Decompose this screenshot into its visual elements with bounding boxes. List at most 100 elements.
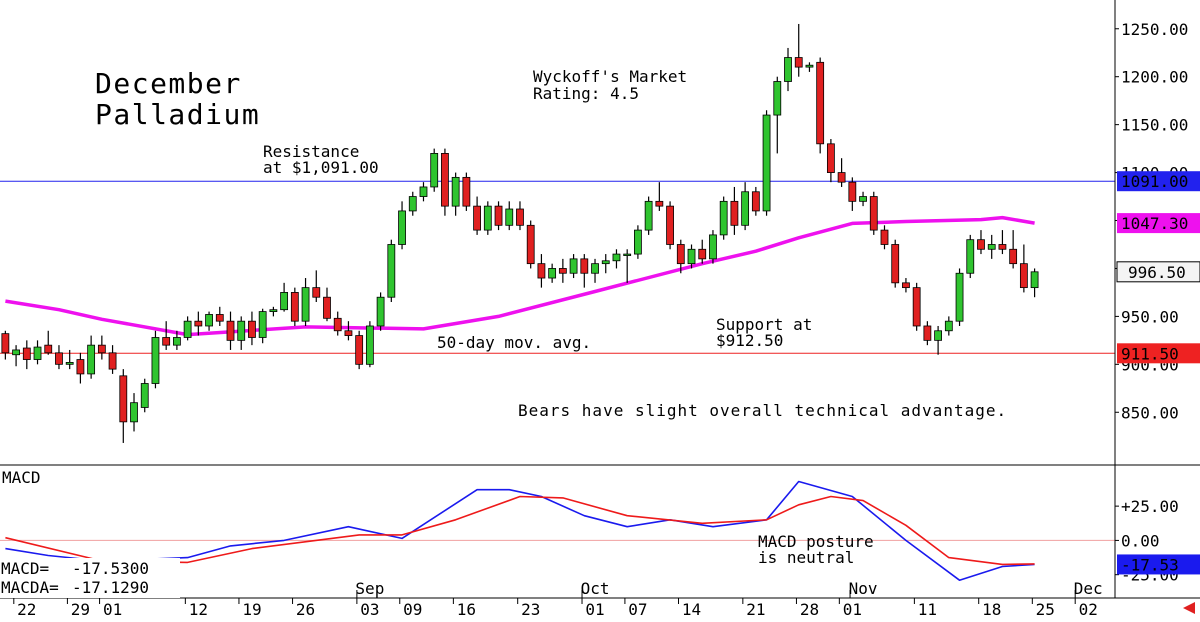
- month-label: Nov: [849, 579, 878, 598]
- legend-label: 50-day mov. avg.: [437, 333, 591, 352]
- x-tick-label: 22: [17, 600, 36, 619]
- candle-body: [398, 210, 406, 245]
- candle-body: [687, 248, 696, 265]
- x-tick-label: 18: [982, 600, 1001, 619]
- x-tick-label: 11: [918, 600, 937, 619]
- candle-body: [494, 205, 503, 226]
- chart-title: December: [95, 67, 242, 100]
- candle-body: [998, 244, 1007, 250]
- candle-body: [955, 272, 964, 322]
- candle-body: [773, 81, 782, 116]
- candle-body: [569, 258, 578, 274]
- value-label: 1047.30: [1121, 214, 1188, 233]
- scroll-arrow[interactable]: [1183, 602, 1195, 614]
- candle-body: [441, 153, 449, 207]
- series-line: [5, 495, 1035, 566]
- candle-body: [237, 320, 246, 341]
- x-tick-label: 14: [682, 600, 701, 619]
- x-tick-label: 26: [296, 600, 315, 619]
- x-tick-label: 03: [360, 600, 379, 619]
- candle-body: [666, 205, 674, 245]
- month-label: Sep: [355, 579, 384, 598]
- candle-body: [1030, 271, 1039, 289]
- y-tick-label: +25.00: [1121, 497, 1179, 516]
- candle-body: [848, 181, 857, 202]
- x-tick-label: 16: [457, 600, 476, 619]
- candle-body: [483, 205, 492, 231]
- candle-body: [837, 172, 846, 183]
- candle-body: [376, 296, 385, 327]
- candle-body: [505, 208, 514, 226]
- annotation: Support at: [716, 315, 812, 334]
- x-tick-label: 09: [403, 600, 422, 619]
- x-tick-label: 23: [521, 600, 540, 619]
- candle-body: [1009, 248, 1018, 265]
- x-tick-label: 28: [800, 600, 819, 619]
- candle-body: [762, 114, 771, 212]
- candle-body: [902, 282, 910, 289]
- candle-body: [280, 292, 289, 311]
- mark-layer: [1, 23, 1039, 443]
- plot-layer: [0, 180, 1115, 582]
- series-line: [5, 480, 1035, 582]
- candle-body: [784, 57, 792, 82]
- candle-body: [966, 239, 975, 274]
- month-label: Dec: [1074, 579, 1103, 598]
- candle-body: [194, 320, 203, 327]
- candle-body: [333, 317, 342, 332]
- candle-body: [826, 143, 835, 173]
- candle-body: [751, 191, 760, 212]
- readout-name: MACD=: [1, 559, 49, 578]
- x-tick-label: 12: [189, 600, 208, 619]
- candle-body: [12, 349, 20, 356]
- candle-body: [869, 196, 878, 231]
- candle-body: [76, 359, 85, 375]
- candle-body: [408, 196, 417, 212]
- candle-body: [655, 200, 664, 207]
- candle-body: [526, 224, 535, 265]
- candle-body: [676, 244, 685, 265]
- candle-body: [537, 263, 546, 279]
- candle-body: [548, 268, 557, 279]
- y-tick-label: 950.00: [1121, 307, 1179, 326]
- candle-body: [65, 362, 74, 365]
- annotation: Resistance: [263, 142, 359, 161]
- value-box: [1117, 213, 1200, 234]
- candle-body: [151, 337, 160, 384]
- level-label: 1091.00: [1121, 172, 1188, 191]
- candle-body: [290, 292, 299, 322]
- candle-body: [365, 325, 374, 365]
- candle-body: [355, 335, 364, 365]
- candle-body: [323, 296, 331, 319]
- readout-value: -17.1290: [72, 578, 149, 597]
- candle-body: [944, 320, 953, 332]
- panel-title: MACD: [2, 468, 41, 487]
- candle-body: [977, 239, 985, 250]
- annotation: $912.50: [716, 331, 783, 350]
- candle-body: [473, 205, 481, 231]
- candle-body: [601, 260, 610, 265]
- x-tick-label: 01: [585, 600, 604, 619]
- value-box: [1117, 554, 1200, 575]
- annotation: MACD posture: [758, 532, 874, 551]
- candle-body: [644, 200, 653, 231]
- level-label: 911.50: [1121, 344, 1179, 363]
- y-tick-label: 0.00: [1121, 531, 1160, 550]
- candle-body: [248, 320, 256, 338]
- candle-body: [987, 244, 996, 250]
- candle-body: [130, 402, 138, 423]
- candle-body: [923, 325, 932, 341]
- candle-body: [44, 344, 53, 354]
- candle-body: [419, 186, 428, 197]
- candle-body: [741, 191, 750, 226]
- candle-body: [258, 311, 267, 338]
- x-tick-label: 01: [103, 600, 122, 619]
- candle-body: [1019, 263, 1028, 289]
- candle-body: [119, 375, 128, 423]
- candle-body: [301, 287, 310, 322]
- annotation: Rating: 4.5: [533, 84, 639, 103]
- level-box: [1117, 343, 1200, 364]
- candle-body: [312, 287, 321, 298]
